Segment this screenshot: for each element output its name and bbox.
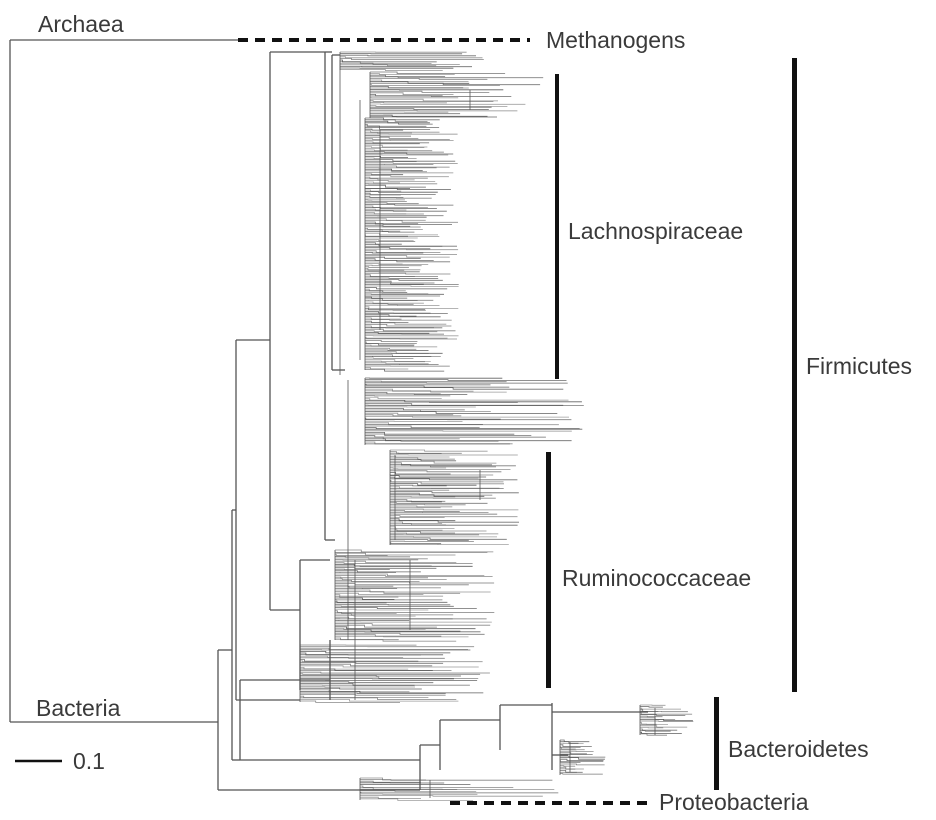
- bacteroidetes-bar: [714, 697, 719, 790]
- bacteria-label: Bacteria: [36, 695, 121, 721]
- lachnospiraceae-bar: [555, 74, 559, 379]
- proteobacteria-label: Proteobacteria: [659, 789, 809, 815]
- tree-backbone: [9, 39, 648, 791]
- tree-tips: [299, 51, 694, 801]
- lachnospiraceae-label: Lachnospiraceae: [568, 218, 744, 244]
- archaea-label: Archaea: [38, 11, 124, 37]
- firmicutes-bar: [792, 58, 797, 692]
- firmicutes-label: Firmicutes: [806, 353, 913, 379]
- bacteroidetes-label: Bacteroidetes: [728, 736, 869, 762]
- ruminococcaceae-bar: [546, 452, 551, 688]
- ruminococcaceae-label: Ruminococcaceae: [562, 565, 752, 591]
- dashed-lines: [238, 38, 648, 805]
- scale-bar-label: 0.1: [73, 748, 105, 774]
- methanogens-label: Methanogens: [546, 27, 686, 53]
